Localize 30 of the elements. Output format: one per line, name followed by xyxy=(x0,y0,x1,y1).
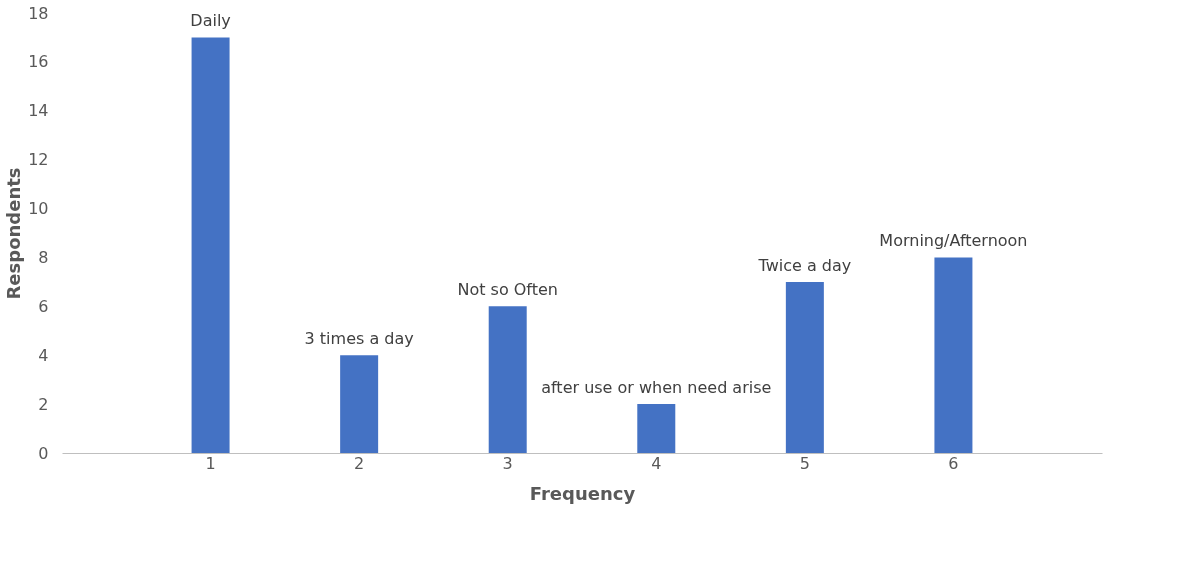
bar xyxy=(191,37,230,453)
y-tick-label: 12 xyxy=(28,150,49,170)
x-tick-label: 2 xyxy=(354,453,365,473)
y-tick-label: 0 xyxy=(38,443,49,463)
x-tick-label: 5 xyxy=(799,453,810,473)
x-tick-label: 1 xyxy=(205,453,216,473)
y-tick-label: 18 xyxy=(28,3,49,23)
y-tick-label: 2 xyxy=(38,394,49,414)
y-tick-label: 10 xyxy=(28,199,49,219)
y-tick-label: 14 xyxy=(28,101,49,121)
x-tick-label: 3 xyxy=(502,453,513,473)
bar xyxy=(488,306,527,453)
bar xyxy=(785,281,824,453)
annotation: Twice a day xyxy=(757,255,852,275)
y-tick-label: 4 xyxy=(38,345,49,365)
x-tick-label: 4 xyxy=(651,453,662,473)
x-tick-label: 6 xyxy=(948,453,959,473)
y-tick-label: 6 xyxy=(38,296,49,316)
annotation: after use or when need arise xyxy=(541,378,772,398)
annotation: Morning/Afternoon xyxy=(879,231,1028,251)
bar xyxy=(934,257,973,453)
y-tick-label: 8 xyxy=(38,247,49,267)
x-axis-title: Frequency xyxy=(529,482,636,504)
bar xyxy=(340,355,379,453)
y-tick-label: 16 xyxy=(28,52,49,72)
bar xyxy=(637,404,676,453)
y-axis-title: Respondents xyxy=(3,167,25,300)
annotation: Not so Often xyxy=(457,280,558,300)
annotation: Daily xyxy=(190,11,231,31)
annotation: 3 times a day xyxy=(304,329,414,349)
